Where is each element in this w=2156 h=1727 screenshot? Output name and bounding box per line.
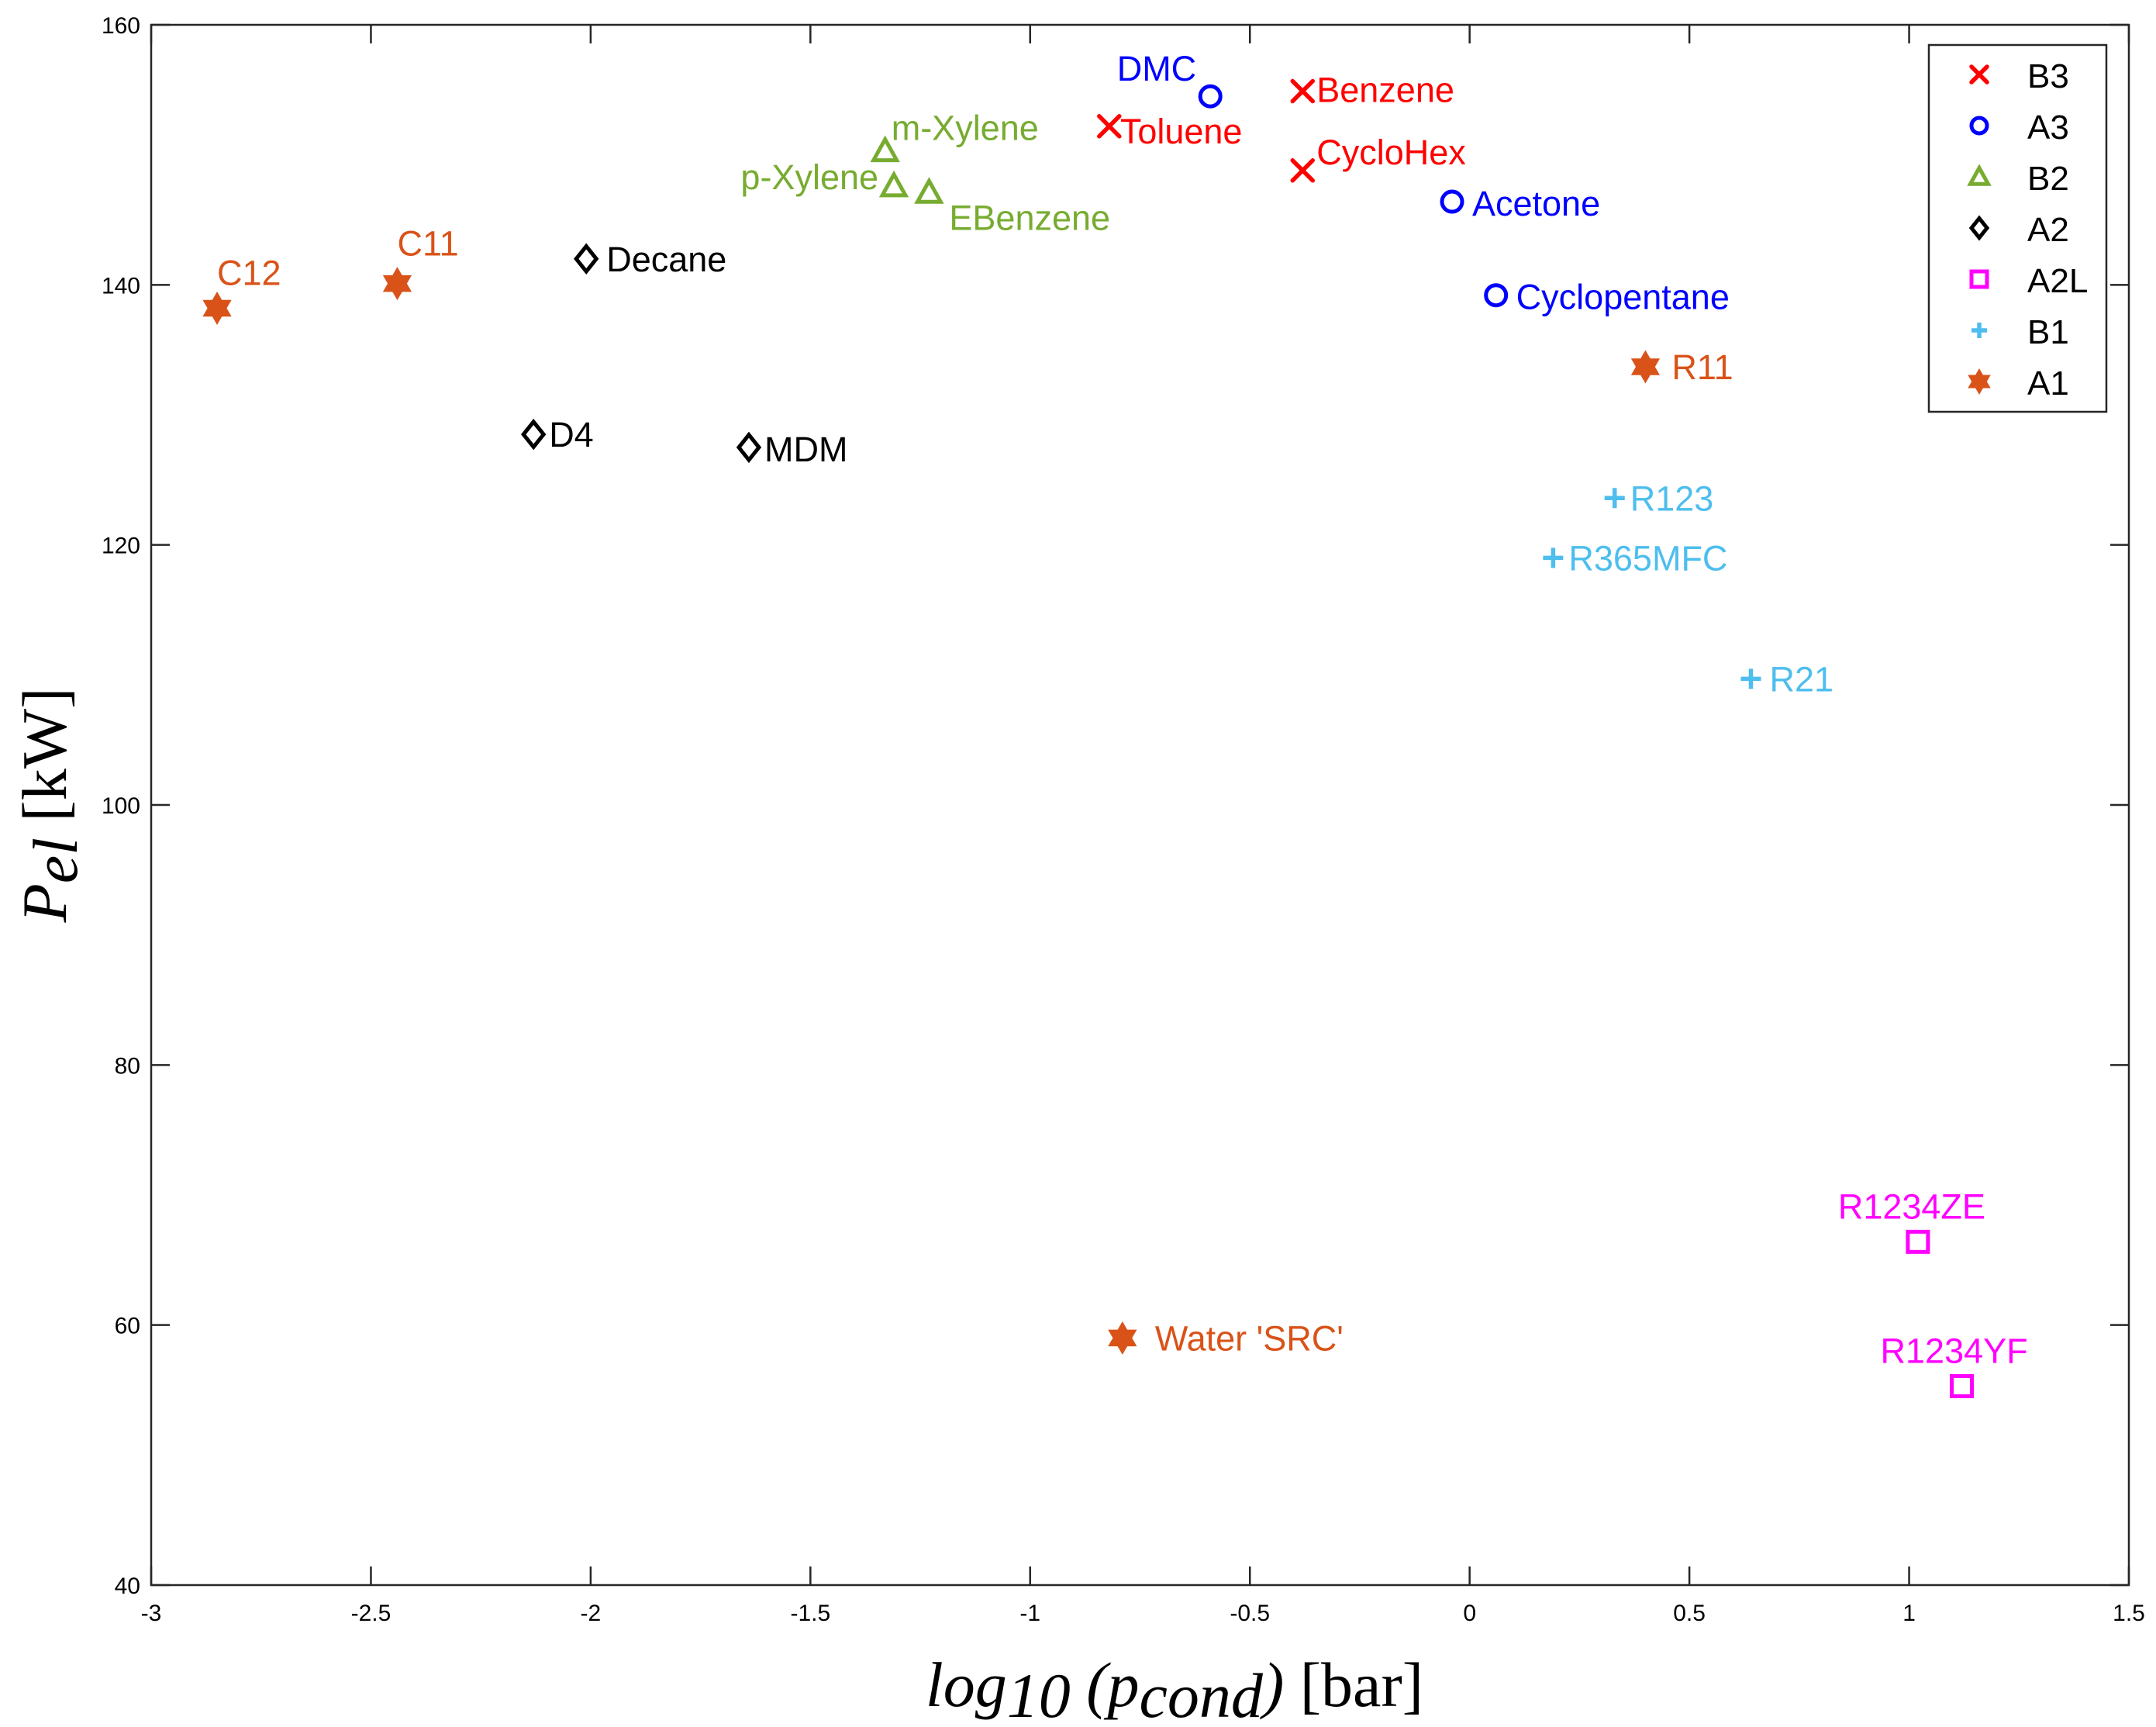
data-point-label: CycloHex bbox=[1316, 133, 1466, 172]
data-point-a1 bbox=[1630, 350, 1661, 384]
legend-label: A2 bbox=[2027, 211, 2069, 249]
data-point-label: R21 bbox=[1769, 659, 1833, 699]
data-point-label: Acetone bbox=[1472, 184, 1600, 223]
y-axis-ticks: 40 60 80 100 120 140 160 bbox=[102, 13, 2129, 1599]
data-point-label: R11 bbox=[1671, 347, 1733, 387]
x-tick-label: -1.5 bbox=[790, 1601, 830, 1626]
data-point-a3 bbox=[1440, 189, 1464, 214]
data-point-label: MDM bbox=[764, 430, 847, 469]
data-point-label: DMC bbox=[1117, 49, 1196, 88]
data-point-label: R365MFC bbox=[1568, 538, 1727, 578]
data-point-label: Toluene bbox=[1120, 112, 1243, 151]
y-axis-title: Pel [kW] bbox=[9, 688, 91, 924]
data-point-a3 bbox=[1198, 84, 1223, 109]
data-point-label: R123 bbox=[1630, 478, 1714, 518]
legend-marker-a1 bbox=[1968, 368, 1991, 395]
data-point-label: C11 bbox=[397, 224, 458, 264]
x-tick-label: -2 bbox=[581, 1601, 602, 1626]
data-point-label: R1234YF bbox=[1881, 1331, 2028, 1370]
data-point-a2 bbox=[736, 431, 762, 464]
data-point-label: C12 bbox=[217, 254, 281, 293]
y-tick-label: 160 bbox=[102, 13, 140, 39]
data-point-b3 bbox=[1290, 78, 1315, 104]
legend-label: A3 bbox=[2027, 109, 2069, 147]
x-tick-label: -1 bbox=[1019, 1601, 1040, 1626]
legend-marker-b2 bbox=[1967, 164, 1992, 186]
data-point-labels: Benzene Toluene CycloHex DMC Acetone Cyclopen… bbox=[217, 49, 2028, 1370]
x-tick-label: 1.5 bbox=[2113, 1601, 2145, 1626]
y-tick-label: 80 bbox=[115, 1053, 140, 1079]
x-tick-label: 0 bbox=[1463, 1601, 1476, 1626]
legend-marker-a2l bbox=[1969, 269, 1989, 289]
legend-label: B2 bbox=[2027, 160, 2069, 198]
data-point-b2 bbox=[870, 135, 900, 163]
y-tick-label: 60 bbox=[115, 1314, 140, 1339]
x-tick-label: -3 bbox=[141, 1601, 162, 1626]
data-point-a3 bbox=[1484, 283, 1509, 308]
legend-label: B3 bbox=[2027, 57, 2069, 95]
data-point-a2l bbox=[1950, 1373, 1975, 1398]
data-points bbox=[202, 78, 1975, 1398]
y-tick-label: 100 bbox=[102, 793, 140, 819]
data-point-a1 bbox=[382, 267, 412, 301]
legend-label: A1 bbox=[2027, 364, 2069, 402]
legend: B3 A3 B2 A2 A2L B1 A1 bbox=[1927, 43, 2108, 413]
data-point-a2 bbox=[520, 418, 547, 451]
data-point-a2 bbox=[574, 243, 599, 275]
data-point-b1 bbox=[1740, 668, 1761, 689]
legend-marker-a3 bbox=[1969, 116, 1989, 136]
x-axis-title: log10 (pcond) [bar] bbox=[926, 1649, 1423, 1727]
data-point-b2 bbox=[914, 177, 944, 204]
data-point-label: R1234ZE bbox=[1838, 1186, 1985, 1226]
data-point-b1 bbox=[1604, 488, 1625, 509]
legend-label: A2L bbox=[2027, 262, 2088, 300]
data-point-label: D4 bbox=[549, 415, 594, 454]
x-tick-label: -2.5 bbox=[351, 1601, 392, 1626]
y-tick-label: 140 bbox=[102, 273, 140, 299]
legend-items: B3 A3 B2 A2 A2L B1 A1 bbox=[1967, 57, 2088, 402]
legend-marker-a2 bbox=[1968, 215, 1990, 241]
legend-marker-b3 bbox=[1969, 64, 1989, 85]
data-point-a1 bbox=[202, 292, 232, 326]
x-tick-label: 0.5 bbox=[1673, 1601, 1706, 1626]
data-point-label: Water 'SRC' bbox=[1155, 1318, 1344, 1358]
data-point-label: Cyclopentane bbox=[1516, 278, 1730, 317]
x-tick-label: -0.5 bbox=[1230, 1601, 1270, 1626]
legend-label: B1 bbox=[2027, 313, 2069, 351]
data-point-label: m-Xylene bbox=[892, 109, 1039, 148]
data-point-b3 bbox=[1290, 158, 1315, 183]
data-point-label: EBenzene bbox=[949, 198, 1110, 237]
data-point-a2l bbox=[1906, 1229, 1930, 1254]
data-point-label: Benzene bbox=[1316, 71, 1454, 110]
legend-marker-b1 bbox=[1971, 323, 1987, 338]
data-point-b2 bbox=[878, 170, 909, 198]
data-point-a1 bbox=[1108, 1321, 1137, 1355]
legend-box bbox=[1927, 43, 2108, 413]
y-tick-label: 120 bbox=[102, 534, 140, 559]
x-axis-ticks: -3 -2.5 -2 -1.5 -1 -0.5 0 0.5 1 1.5 bbox=[141, 25, 2145, 1626]
data-point-label: Decane bbox=[606, 240, 726, 279]
x-tick-label: 1 bbox=[1902, 1601, 1916, 1626]
data-point-b3 bbox=[1097, 114, 1122, 139]
data-point-label: p-Xylene bbox=[740, 157, 878, 197]
data-point-b1 bbox=[1543, 547, 1564, 568]
y-tick-label: 40 bbox=[115, 1573, 140, 1599]
